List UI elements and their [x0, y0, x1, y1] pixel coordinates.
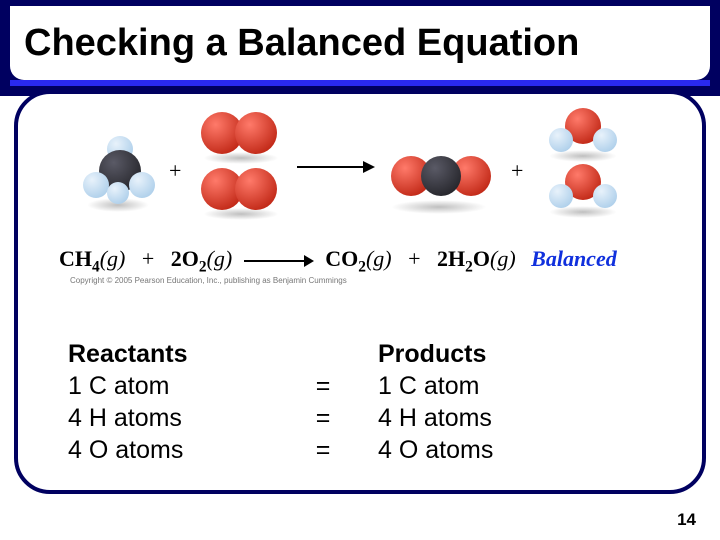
table-row: 4 O atoms = 4 O atoms [68, 434, 628, 466]
eq-coeff: 2 [437, 246, 448, 271]
table-row: 4 H atoms = 4 H atoms [68, 402, 628, 434]
eq-h2o-o: O [473, 246, 490, 271]
eq-plus: + [142, 246, 154, 271]
eq-cell: = [268, 402, 378, 434]
product-cell: 4 H atoms [378, 402, 578, 434]
hydrogen-atom [593, 128, 617, 152]
eq-o2-sub: 2 [199, 258, 207, 275]
balanced-label: Balanced [521, 246, 617, 271]
hydrogen-atom [549, 128, 573, 152]
reaction-arrow-icon [244, 255, 314, 267]
content-frame: + + [14, 90, 706, 494]
title-band: Checking a Balanced Equation [0, 0, 720, 96]
eq-coeff: 2 [171, 246, 182, 271]
shadow [391, 200, 487, 214]
plus-icon: + [169, 158, 181, 184]
product-cell: 1 C atom [378, 370, 578, 402]
table-row: Reactants Products [68, 338, 628, 370]
reactant-cell: 1 C atom [68, 370, 268, 402]
molecule-diagram: + + [59, 106, 661, 224]
hydrogen-atom [83, 172, 109, 198]
arrow-icon [297, 160, 375, 174]
eq-plus: + [408, 246, 420, 271]
slide: Checking a Balanced Equation + [0, 0, 720, 540]
copyright-text: Copyright © 2005 Pearson Education, Inc.… [70, 276, 347, 285]
hydrogen-atom [107, 182, 129, 204]
shadow [203, 208, 279, 220]
eq-cell: = [268, 434, 378, 466]
reactant-cell: 4 O atoms [68, 434, 268, 466]
eq-h: H [448, 246, 465, 271]
eq-state: (g) [366, 246, 392, 271]
reactant-cell: 4 H atoms [68, 402, 268, 434]
table-row: 1 C atom = 1 C atom [68, 370, 628, 402]
eq-state: (g) [207, 246, 233, 271]
carbon-atom [421, 156, 461, 196]
shadow [203, 152, 279, 164]
oxygen-atom [235, 168, 277, 210]
plus-icon: + [511, 158, 523, 184]
products-header: Products [378, 338, 578, 370]
hydrogen-atom [593, 184, 617, 208]
eq-ch4-sub: 4 [92, 258, 100, 275]
eq-co2-sub: 2 [358, 258, 366, 275]
eq-ch4: CH [59, 246, 92, 271]
equation-line: CH4(g) + 2O2(g) CO2(g) + 2H2O(g) Balance… [59, 246, 661, 276]
eq-o: O [182, 246, 199, 271]
page-title: Checking a Balanced Equation [24, 22, 579, 65]
reactants-header: Reactants [68, 338, 268, 370]
eq-cell: = [268, 370, 378, 402]
atom-count-table: Reactants Products 1 C atom = 1 C atom 4… [68, 338, 628, 466]
title-container: Checking a Balanced Equation [10, 6, 710, 80]
eq-state: (g) [490, 246, 516, 271]
product-cell: 4 O atoms [378, 434, 578, 466]
page-number: 14 [677, 510, 696, 530]
eq-co: CO [325, 246, 358, 271]
eq-spacer [268, 338, 378, 370]
title-underline [10, 80, 710, 86]
eq-h2o-sub: 2 [465, 258, 473, 275]
hydrogen-atom [549, 184, 573, 208]
hydrogen-atom [129, 172, 155, 198]
oxygen-atom [235, 112, 277, 154]
eq-state: (g) [100, 246, 126, 271]
